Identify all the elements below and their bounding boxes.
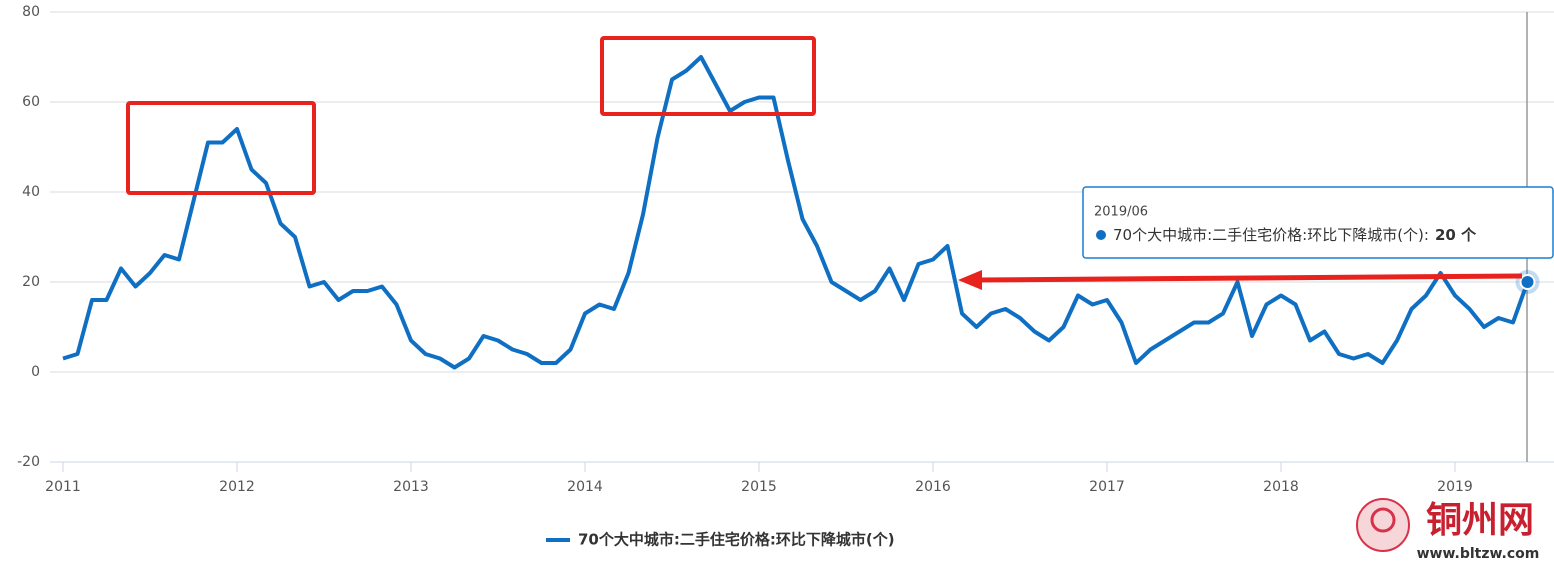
logo bbox=[1370, 507, 1396, 533]
tooltip-value: 20 个 bbox=[1435, 226, 1477, 244]
x-tick-label: 2018 bbox=[1263, 479, 1299, 495]
x-tick-label: 2017 bbox=[1089, 479, 1125, 495]
legend-label: 70个大中城市:二手住宅价格:环比下降城市(个) bbox=[578, 531, 895, 549]
x-tick-label: 2013 bbox=[393, 479, 429, 495]
tooltip-sep: : bbox=[1424, 226, 1429, 244]
watermark-title: 铜州网 bbox=[1426, 500, 1534, 541]
x-tick-label: 2014 bbox=[567, 479, 603, 495]
highlight-box bbox=[126, 101, 316, 195]
x-tick-label: 2012 bbox=[219, 479, 255, 495]
watermark-url: www.bltzw.com bbox=[1417, 546, 1540, 562]
y-tick-label: 80 bbox=[22, 4, 40, 20]
watermark: 铜州网 www.bltzw.com bbox=[1356, 498, 1540, 562]
tooltip-text: 70个大中城市:二手住宅价格:环比下降城市(个):20 个 bbox=[1113, 226, 1477, 244]
arrow bbox=[977, 273, 1523, 283]
tooltip-marker bbox=[1096, 230, 1106, 240]
tooltip-box bbox=[1082, 186, 1554, 259]
y-tick-label: 60 bbox=[22, 94, 40, 110]
hover-point bbox=[1519, 274, 1536, 290]
x-tick-label: 2015 bbox=[741, 479, 777, 495]
x-tick-label: 2016 bbox=[915, 479, 951, 495]
y-tick-label: 0 bbox=[31, 364, 40, 380]
tooltip-date: 2019/06 bbox=[1094, 205, 1148, 220]
y-tick-label: 40 bbox=[22, 184, 40, 200]
y-tick-label: -20 bbox=[17, 454, 40, 470]
x-tick-label: 2019 bbox=[1437, 479, 1473, 495]
arrow-head bbox=[958, 270, 982, 290]
line bbox=[62, 55, 1530, 370]
x-tick-label: 2011 bbox=[45, 479, 81, 495]
highlight-box bbox=[600, 36, 816, 116]
y-tick-label: 20 bbox=[22, 274, 40, 290]
logo bbox=[1356, 498, 1410, 552]
tooltip-series: 70个大中城市:二手住宅价格:环比下降城市(个) bbox=[1113, 226, 1424, 244]
tooltip: 2019/06 70个大中城市:二手住宅价格:环比下降城市(个):20 个 bbox=[1082, 186, 1554, 259]
